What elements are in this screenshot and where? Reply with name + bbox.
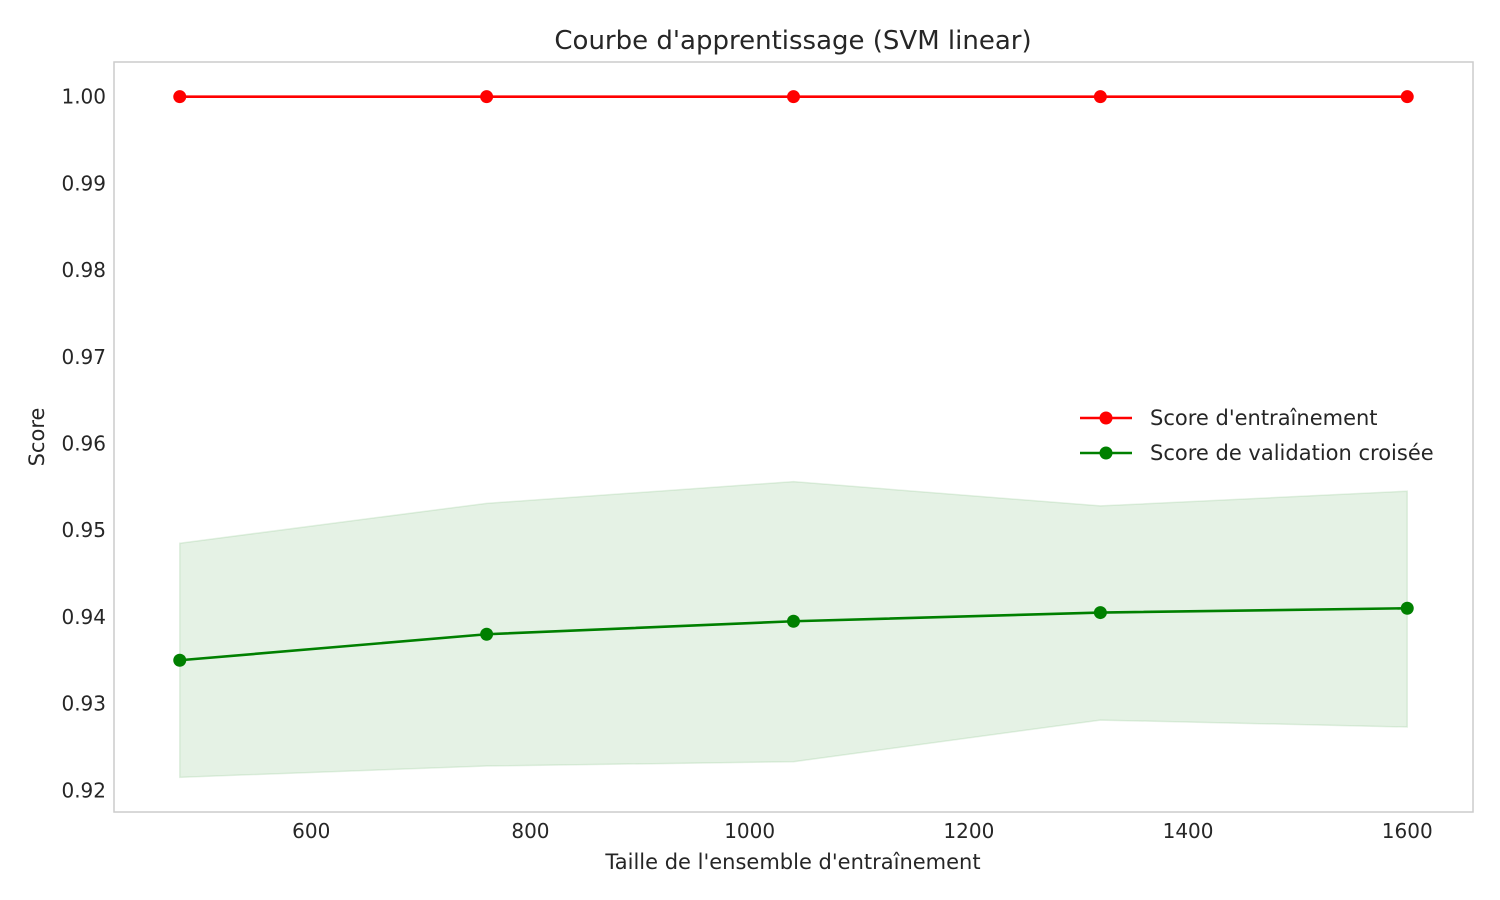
- data-point-0-3: [1093, 90, 1107, 104]
- y-tick-label: 0.98: [61, 258, 106, 282]
- series-markers: [173, 90, 1414, 667]
- data-point-0-1: [480, 90, 494, 104]
- plot-frame: [113, 61, 1474, 813]
- y-tick-label: 0.99: [61, 171, 106, 195]
- legend-marker-0: [1099, 411, 1113, 425]
- data-point-1-3: [1093, 606, 1107, 620]
- data-point-1-2: [787, 614, 800, 628]
- confidence-bands: [179, 95, 1408, 779]
- legend: Score d'entraînement Score de validation …: [1080, 406, 1434, 465]
- x-tick-label: 600: [292, 819, 330, 843]
- x-axis-label: Taille de l'ensemble d'entraînement: [604, 850, 980, 874]
- data-point-1-0: [173, 653, 187, 667]
- data-point-0-0: [173, 90, 187, 104]
- y-tick-label: 0.96: [61, 432, 106, 456]
- y-tick-label: 0.93: [61, 692, 106, 716]
- y-tick-label: 0.95: [61, 518, 106, 542]
- data-point-1-4: [1400, 601, 1414, 615]
- x-tick-label: 1600: [1382, 819, 1433, 843]
- confidence-band-1: [179, 480, 1408, 779]
- y-tick-label: 0.94: [61, 605, 106, 629]
- y-tick-label: 0.97: [61, 345, 106, 369]
- x-tick-label: 1200: [943, 819, 994, 843]
- legend-label-0: Score d'entraînement: [1150, 406, 1378, 430]
- y-axis-label: Score: [25, 408, 49, 467]
- y-axis-label-group: Score: [25, 408, 49, 467]
- x-tick-label: 1400: [1163, 819, 1214, 843]
- x-axis-ticks: 600 800 1000 1200 1400 1600: [292, 819, 1433, 843]
- y-tick-label: 0.92: [61, 778, 106, 802]
- x-tick-label: 1000: [724, 819, 775, 843]
- data-point-0-2: [787, 90, 800, 104]
- y-tick-label: 1.00: [61, 85, 106, 109]
- x-tick-label: 800: [511, 819, 549, 843]
- data-point-1-1: [480, 627, 494, 641]
- chart-title: Courbe d'apprentissage (SVM linear): [554, 26, 1031, 56]
- data-point-0-4: [1400, 90, 1414, 104]
- legend-marker-1: [1099, 446, 1113, 460]
- y-axis-ticks: 0.92 0.93 0.94 0.95 0.96 0.97 0.98 0.99 1.00: [61, 85, 106, 803]
- legend-label-1: Score de validation croisée: [1150, 441, 1434, 465]
